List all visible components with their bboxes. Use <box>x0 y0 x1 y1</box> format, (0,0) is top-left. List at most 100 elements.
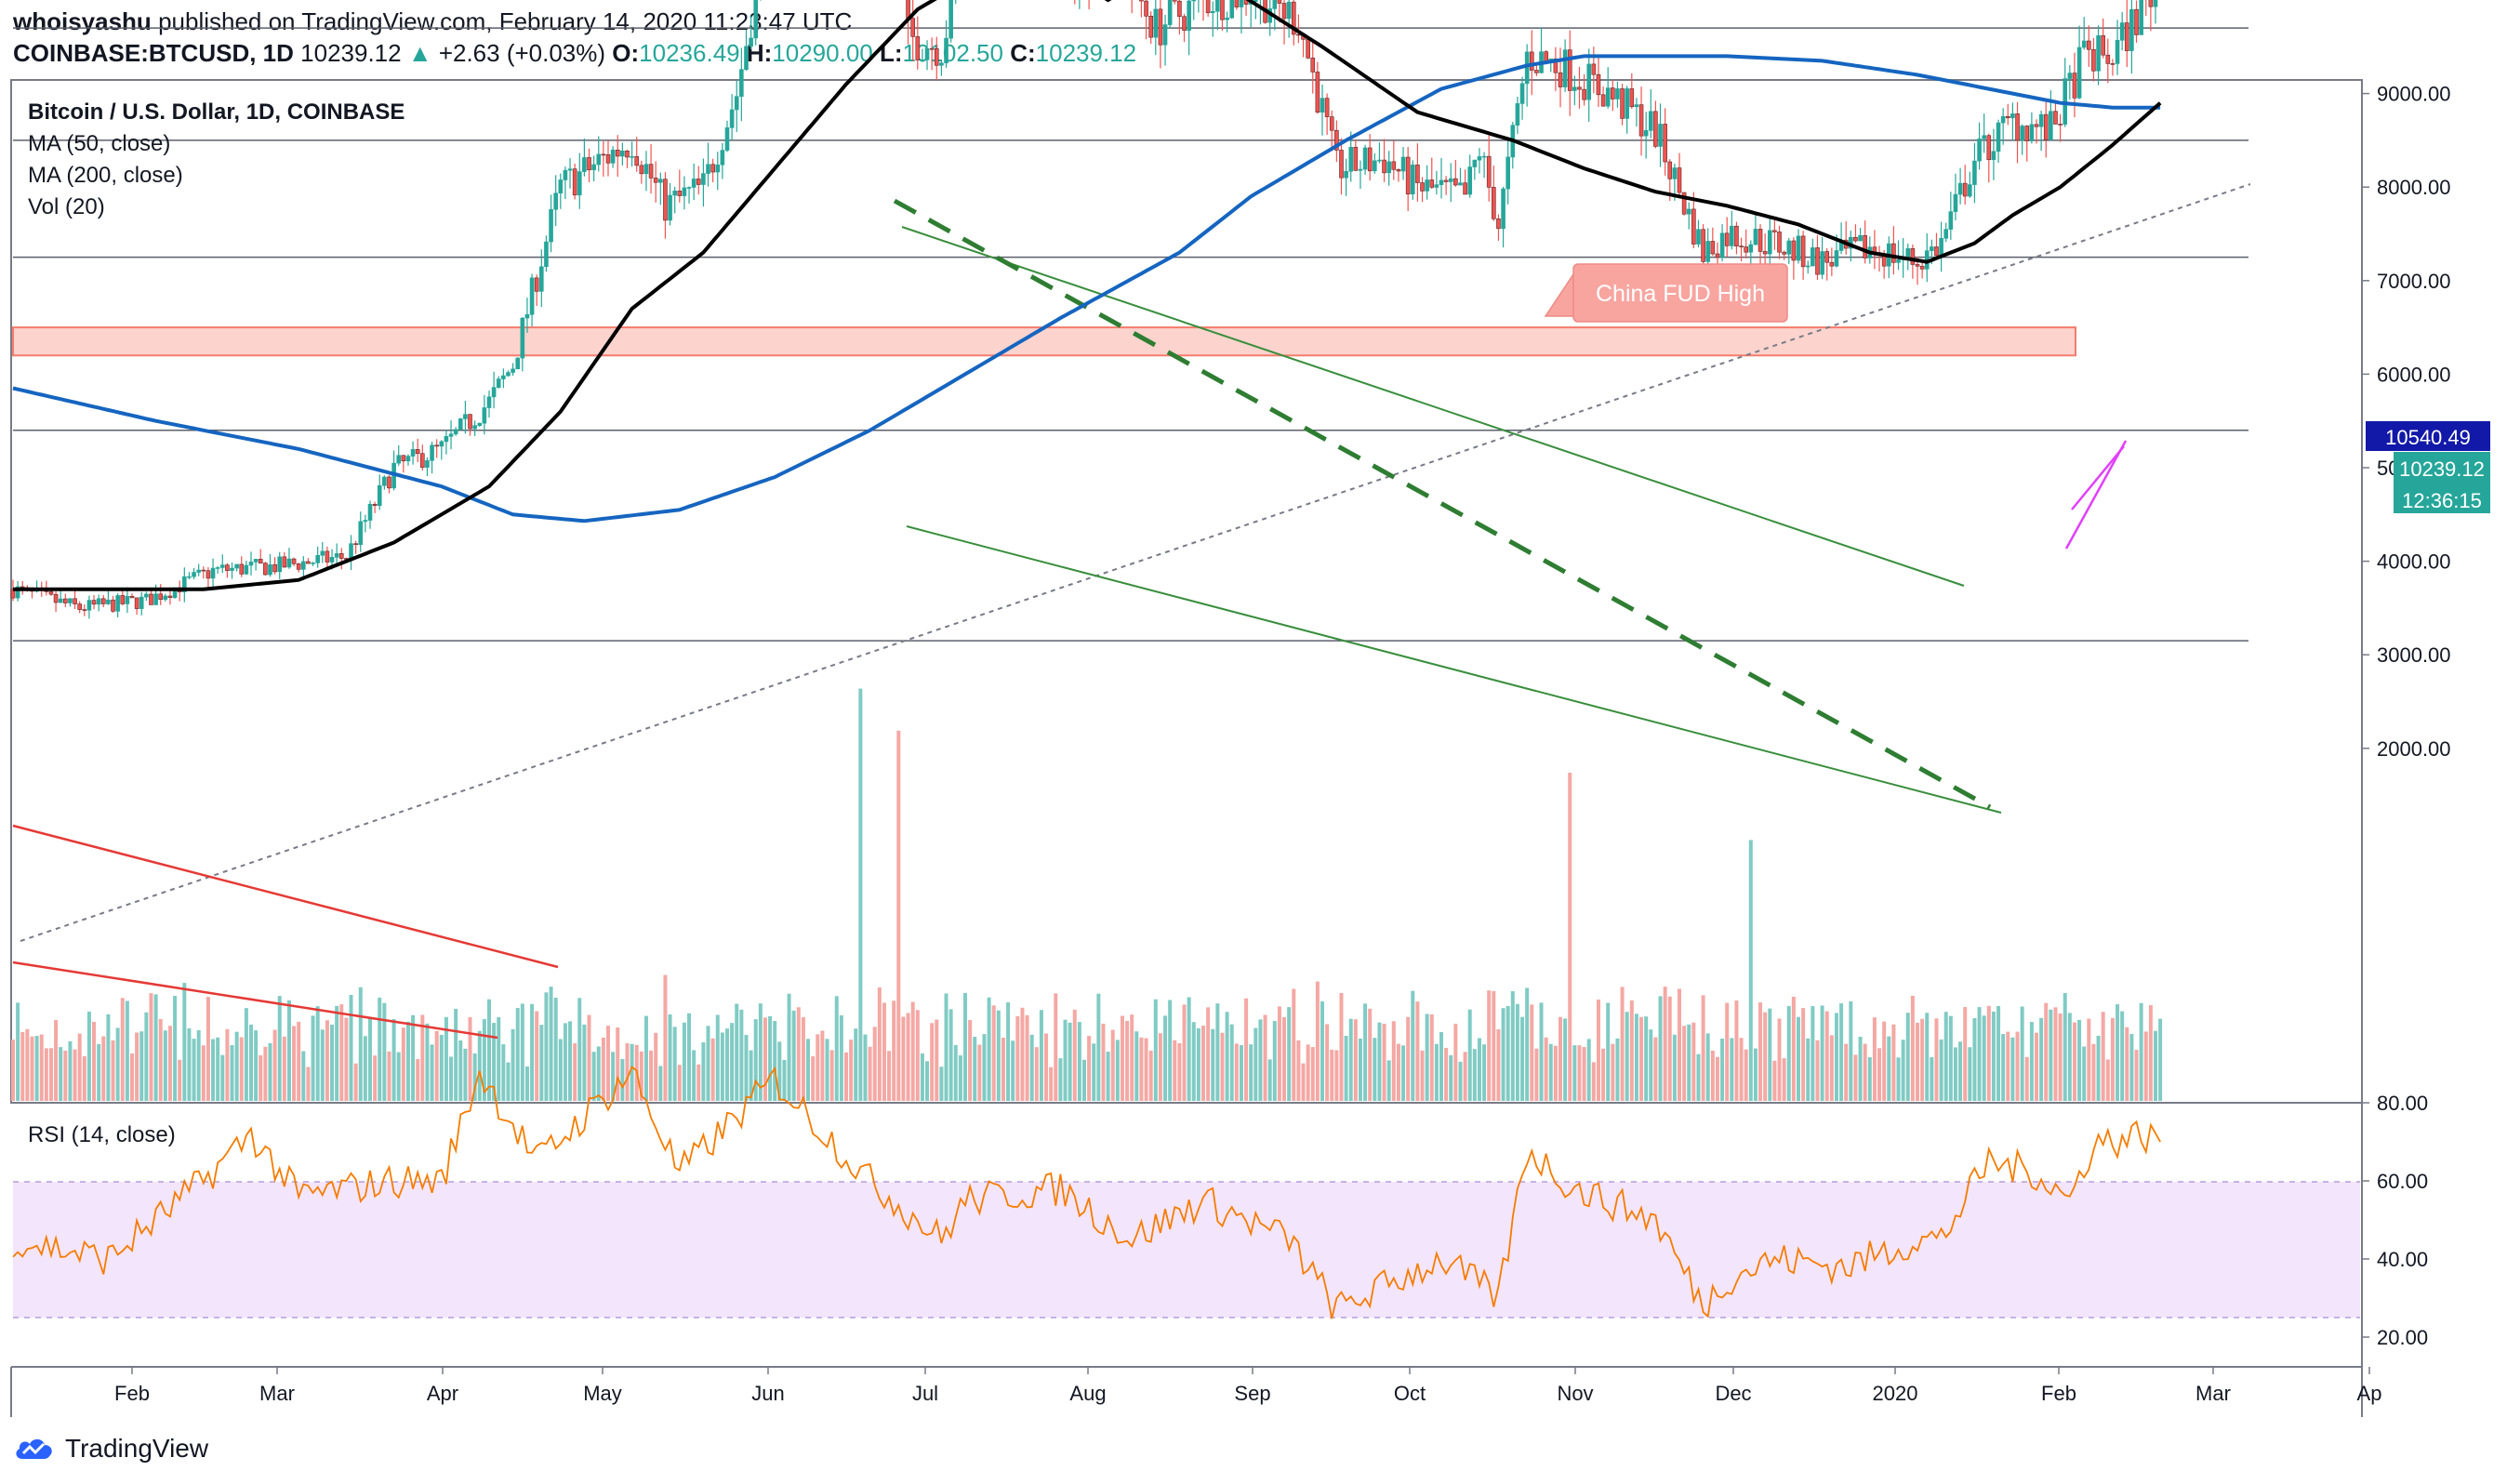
legend-volume[interactable]: Vol (20) <box>28 194 105 219</box>
candle[interactable] <box>1653 111 1658 147</box>
candle[interactable] <box>372 503 378 506</box>
candle[interactable] <box>1415 165 1420 183</box>
candle[interactable] <box>1905 248 1911 258</box>
candle[interactable] <box>1139 0 1144 2</box>
candle[interactable] <box>219 564 225 568</box>
candle[interactable] <box>701 173 706 185</box>
candle[interactable] <box>1962 182 1968 197</box>
candle[interactable] <box>744 46 749 70</box>
candle[interactable] <box>639 165 644 175</box>
candle[interactable] <box>2024 126 2030 141</box>
candle[interactable] <box>563 169 568 180</box>
candle[interactable] <box>1254 0 1258 2</box>
candle[interactable] <box>605 153 611 164</box>
candle[interactable] <box>2038 113 2044 127</box>
candle[interactable] <box>2005 115 2010 119</box>
candle[interactable] <box>296 563 301 570</box>
candle[interactable] <box>111 599 115 612</box>
candle[interactable] <box>291 558 297 564</box>
candle[interactable] <box>129 595 135 599</box>
candle[interactable] <box>415 449 420 455</box>
candle[interactable] <box>1800 235 1806 268</box>
candle[interactable] <box>1353 147 1359 171</box>
candle[interactable] <box>1710 241 1716 255</box>
candle[interactable] <box>739 69 744 97</box>
candle[interactable] <box>1182 16 1187 32</box>
candle[interactable] <box>1681 192 1687 215</box>
candle[interactable] <box>2087 40 2091 50</box>
candle[interactable] <box>363 520 368 523</box>
candle[interactable] <box>587 157 591 171</box>
candle[interactable] <box>1239 0 1244 7</box>
candle[interactable] <box>1315 72 1320 113</box>
candle[interactable] <box>420 453 425 468</box>
candle[interactable] <box>163 595 168 600</box>
candle[interactable] <box>263 563 268 576</box>
candle[interactable] <box>1910 248 1916 265</box>
candle[interactable] <box>1506 156 1510 190</box>
candle[interactable] <box>686 187 692 189</box>
candle[interactable] <box>1600 94 1606 107</box>
candle[interactable] <box>192 572 196 577</box>
author-name[interactable]: whoisyashu <box>13 7 152 35</box>
candle[interactable] <box>2129 8 2134 51</box>
candle[interactable] <box>1605 87 1611 107</box>
candle[interactable] <box>749 37 753 47</box>
candle[interactable] <box>1453 178 1458 186</box>
candle[interactable] <box>2010 113 2015 119</box>
candle[interactable] <box>1234 0 1240 7</box>
candle[interactable] <box>377 484 382 506</box>
candle[interactable] <box>596 153 602 166</box>
candle[interactable] <box>405 456 411 462</box>
candle[interactable] <box>1767 230 1772 255</box>
candle[interactable] <box>2053 111 2058 125</box>
candle[interactable] <box>1458 182 1463 186</box>
candle[interactable] <box>1215 0 1220 12</box>
candle[interactable] <box>1439 179 1444 185</box>
candle[interactable] <box>329 557 335 563</box>
candle[interactable] <box>1672 167 1678 179</box>
candle[interactable] <box>1667 161 1673 179</box>
candle[interactable] <box>1572 86 1577 91</box>
candle[interactable] <box>1943 229 1949 239</box>
candle[interactable] <box>544 241 549 268</box>
candle[interactable] <box>496 378 501 388</box>
candle[interactable] <box>387 476 391 489</box>
candle[interactable] <box>524 313 530 319</box>
candle[interactable] <box>1477 156 1482 161</box>
candle[interactable] <box>1377 159 1382 162</box>
candle[interactable] <box>491 387 497 398</box>
candle[interactable] <box>2043 113 2049 140</box>
candle[interactable] <box>1144 0 1148 17</box>
candle[interactable] <box>215 567 220 569</box>
legend-rsi[interactable]: RSI (14, close) <box>28 1122 176 1147</box>
candle[interactable] <box>187 576 192 578</box>
candle[interactable] <box>1796 235 1801 261</box>
candle[interactable] <box>68 598 73 603</box>
candle[interactable] <box>134 597 139 609</box>
candle[interactable] <box>1472 159 1478 167</box>
candle[interactable] <box>268 563 272 576</box>
candle[interactable] <box>668 194 672 221</box>
red-trendline-lower[interactable] <box>12 961 498 1040</box>
candle[interactable] <box>1220 0 1225 20</box>
candle[interactable] <box>2110 63 2116 65</box>
candle[interactable] <box>1158 8 1163 46</box>
candle[interactable] <box>625 151 630 158</box>
candle[interactable] <box>2139 0 2143 35</box>
candle[interactable] <box>1772 230 1777 232</box>
candle[interactable] <box>1524 51 1530 85</box>
candle[interactable] <box>463 414 468 419</box>
candle[interactable] <box>2119 22 2125 41</box>
candle[interactable] <box>206 570 211 579</box>
candle[interactable] <box>710 164 715 173</box>
candle[interactable] <box>401 455 406 462</box>
candle[interactable] <box>2081 40 2087 48</box>
candle[interactable] <box>1562 49 1568 87</box>
candle[interactable] <box>1148 15 1153 38</box>
long-trendline[interactable] <box>20 183 2251 942</box>
candle[interactable] <box>653 178 658 183</box>
candle[interactable] <box>515 357 521 370</box>
candle[interactable] <box>1815 247 1820 275</box>
candle[interactable] <box>1320 98 1325 113</box>
